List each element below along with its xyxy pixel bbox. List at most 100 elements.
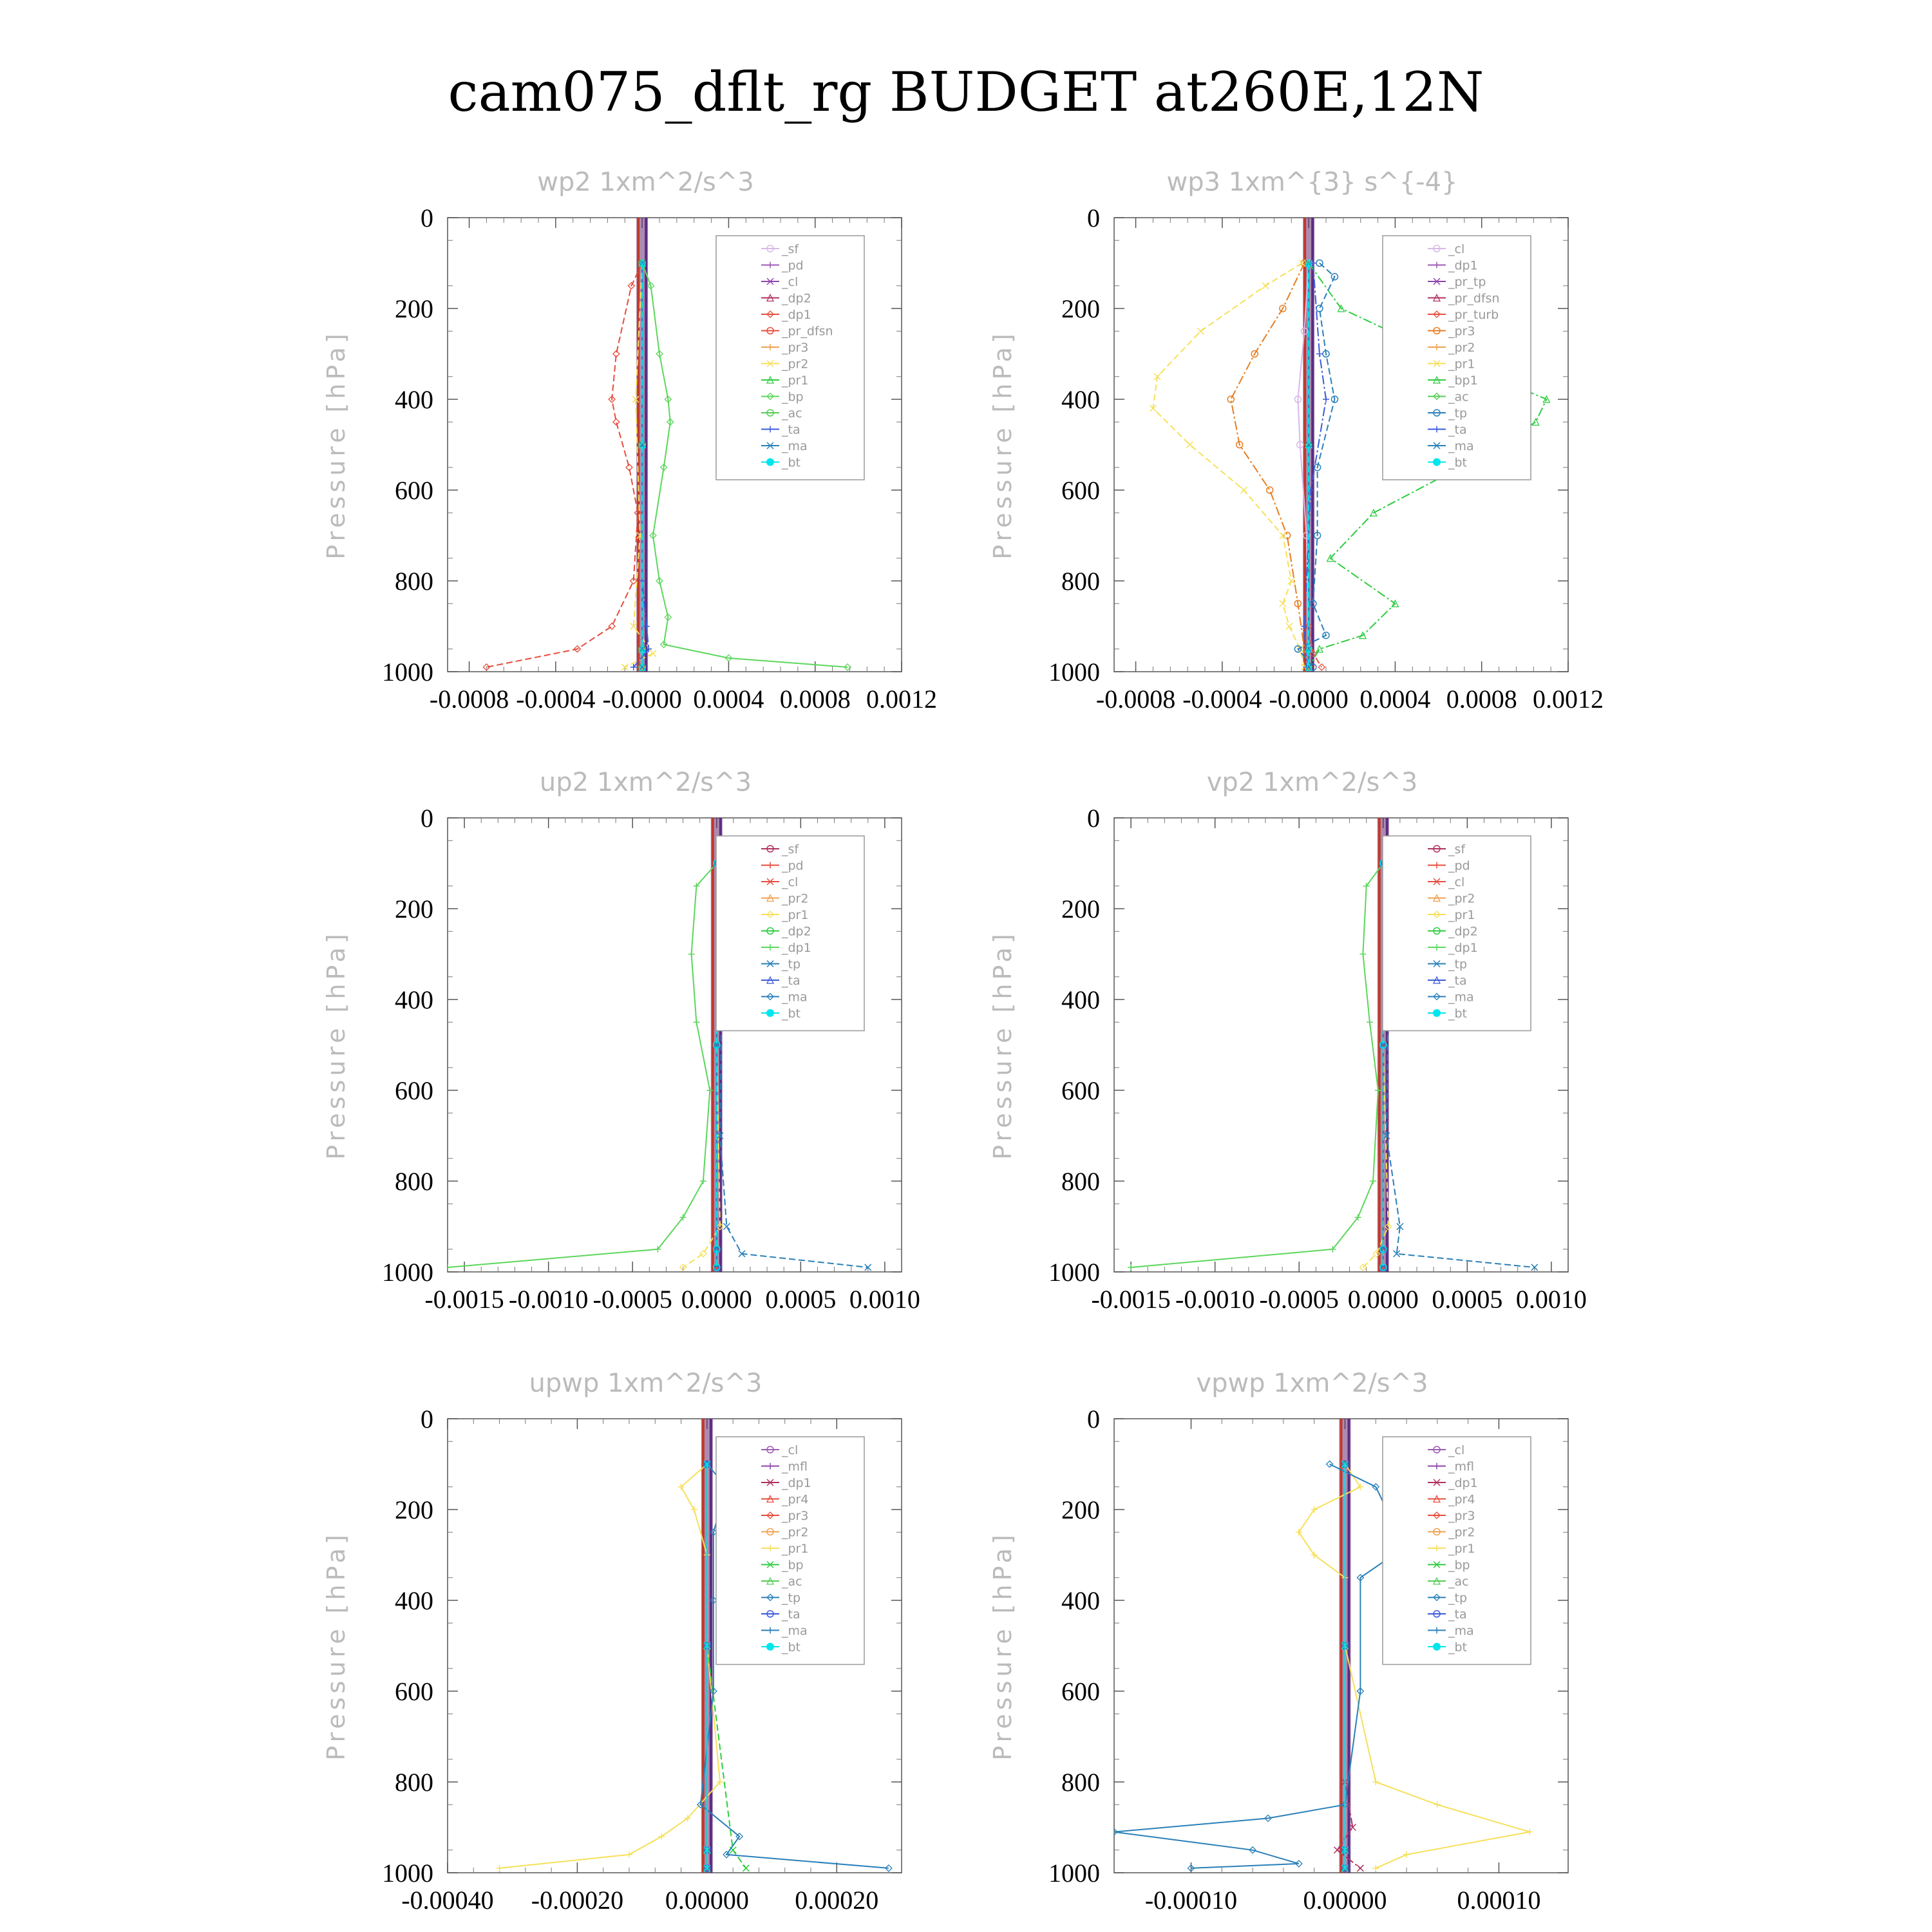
- legend-label: _ta: [1448, 974, 1467, 988]
- legend-label: _ma: [781, 439, 808, 453]
- x-tick-label: 0.0000: [681, 1285, 752, 1314]
- y-tick-label: 400: [395, 385, 433, 414]
- x-tick-label: 0.0008: [1446, 685, 1517, 714]
- legend-item: _tp: [1428, 958, 1467, 972]
- legend-label: _tp: [1448, 406, 1467, 421]
- legend-item: _tp: [1428, 1591, 1467, 1605]
- x-tick-label: -0.0004: [516, 685, 595, 714]
- legend-item: _dp1: [1428, 941, 1478, 955]
- data-point: [638, 440, 646, 449]
- legend-marker: [766, 278, 774, 285]
- legend-item: _pr_dfsn: [761, 325, 833, 339]
- data-point: [1309, 600, 1317, 607]
- data-point: [1322, 631, 1330, 639]
- legend-marker: [1434, 344, 1440, 350]
- legend-item: _bp1: [1428, 374, 1478, 388]
- legend-marker: [1433, 1610, 1441, 1618]
- legend-label: _cl: [781, 275, 798, 289]
- legend-label: _sf: [781, 242, 799, 256]
- legend-item: _pr3: [761, 1509, 808, 1523]
- x-tick-label: -0.0015: [424, 1285, 504, 1314]
- data-point: [1316, 350, 1323, 357]
- data-point: [1316, 259, 1323, 267]
- x-tick-label: -0.00020: [531, 1886, 623, 1915]
- legend-label: _sf: [781, 842, 799, 857]
- data-point: [1294, 395, 1302, 403]
- legend-label: _pr1: [781, 374, 808, 388]
- legend-marker: [1433, 392, 1441, 401]
- data-point: [1379, 1245, 1387, 1253]
- data-point: [1542, 395, 1551, 403]
- data-point: [1305, 440, 1313, 449]
- legend-marker: [766, 1511, 774, 1519]
- data-point: [1235, 440, 1244, 449]
- legend-marker: [1433, 458, 1441, 466]
- legend-marker: [767, 344, 773, 350]
- data-point: [1294, 1859, 1303, 1868]
- data-point: [742, 1864, 750, 1872]
- legend-label: _ta: [1448, 423, 1467, 437]
- x-tick-label: 0.0005: [765, 1285, 836, 1314]
- series-line: [1308, 263, 1323, 668]
- series-dp1: [482, 259, 647, 671]
- panel-3: up2 1xm^2/s^3 Pressure [hPa] 0 200 400 600 800…: [322, 768, 920, 1314]
- legend-marker: [1434, 944, 1440, 951]
- legend-label: _dp1: [781, 941, 811, 955]
- legend-marker: [1433, 960, 1441, 968]
- legend-label: _dp2: [1448, 925, 1478, 939]
- data-point: [1403, 1851, 1410, 1858]
- legend-marker: [767, 944, 773, 951]
- x-tick-label: 0.00000: [1303, 1886, 1387, 1915]
- data-point: [1366, 1019, 1373, 1026]
- legend-marker: [766, 375, 775, 384]
- panel-title: vpwp 1xm^2/s^3: [1196, 1368, 1428, 1398]
- data-point: [1331, 395, 1339, 403]
- legend-item: _pd: [1428, 859, 1470, 873]
- legend-marker: [1432, 894, 1441, 902]
- legend-marker: [1433, 359, 1441, 368]
- legend-label: _pr3: [781, 341, 808, 355]
- data-point: [1285, 622, 1293, 630]
- plot-area: [482, 218, 851, 672]
- legend-label: _ma: [781, 1624, 808, 1638]
- panel-1: wp2 1xm^2/s^3 Pressure [hPa] 0 200 400 600 800…: [322, 167, 937, 714]
- legend-marker: [1433, 442, 1441, 450]
- legend: _sf _pd _cl _dp2 _dp1 _pr_dfsn _pr3 _pr2 _pr1 _bp…: [715, 235, 865, 480]
- legend-label: _dp1: [1448, 1476, 1478, 1490]
- data-point: [1369, 508, 1378, 516]
- x-tick-label: -0.0008: [1096, 685, 1175, 714]
- legend-box: [715, 835, 865, 1032]
- y-tick-label: 200: [395, 895, 433, 923]
- data-point: [1305, 663, 1312, 671]
- y-tick-label: 0: [421, 1405, 433, 1434]
- panel-title: wp2 1xm^2/s^3: [537, 167, 754, 197]
- series-line: [624, 263, 654, 668]
- legend-item: _pr3: [761, 341, 808, 355]
- y-axis-label: Pressure [hPa]: [322, 930, 350, 1160]
- data-point: [1264, 1814, 1272, 1823]
- data-point: [656, 577, 663, 585]
- data-point: [1531, 417, 1540, 426]
- legend-label: _sf: [1448, 842, 1466, 857]
- y-tick-label: 1000: [1048, 1859, 1100, 1888]
- legend-label: _bt: [1448, 456, 1467, 470]
- x-tick-label: -0.0015: [1091, 1285, 1170, 1314]
- x-tick-label: 0.0000: [1348, 1285, 1419, 1314]
- x-tick-label: -0.0005: [593, 1285, 672, 1314]
- plot-frame: [447, 1418, 902, 1873]
- data-point: [1363, 882, 1370, 889]
- data-point: [1294, 600, 1302, 607]
- legend-label: _mfl: [781, 1460, 808, 1474]
- legend-item: _bt: [761, 1640, 800, 1654]
- data-point: [735, 1832, 744, 1841]
- series-pr3: [1227, 259, 1312, 671]
- plot-frame: [1113, 817, 1569, 1273]
- data-point: [1197, 327, 1204, 335]
- legend-item: _pr2: [761, 892, 808, 906]
- legend-item: _pr3: [1428, 1509, 1475, 1523]
- y-axis-label: Pressure [hPa]: [322, 330, 350, 560]
- y-tick-label: 800: [395, 1167, 433, 1196]
- legend-marker: [767, 1545, 773, 1551]
- y-tick-label: 800: [395, 1768, 433, 1797]
- legend-label: _pr_dfsn: [1448, 292, 1500, 306]
